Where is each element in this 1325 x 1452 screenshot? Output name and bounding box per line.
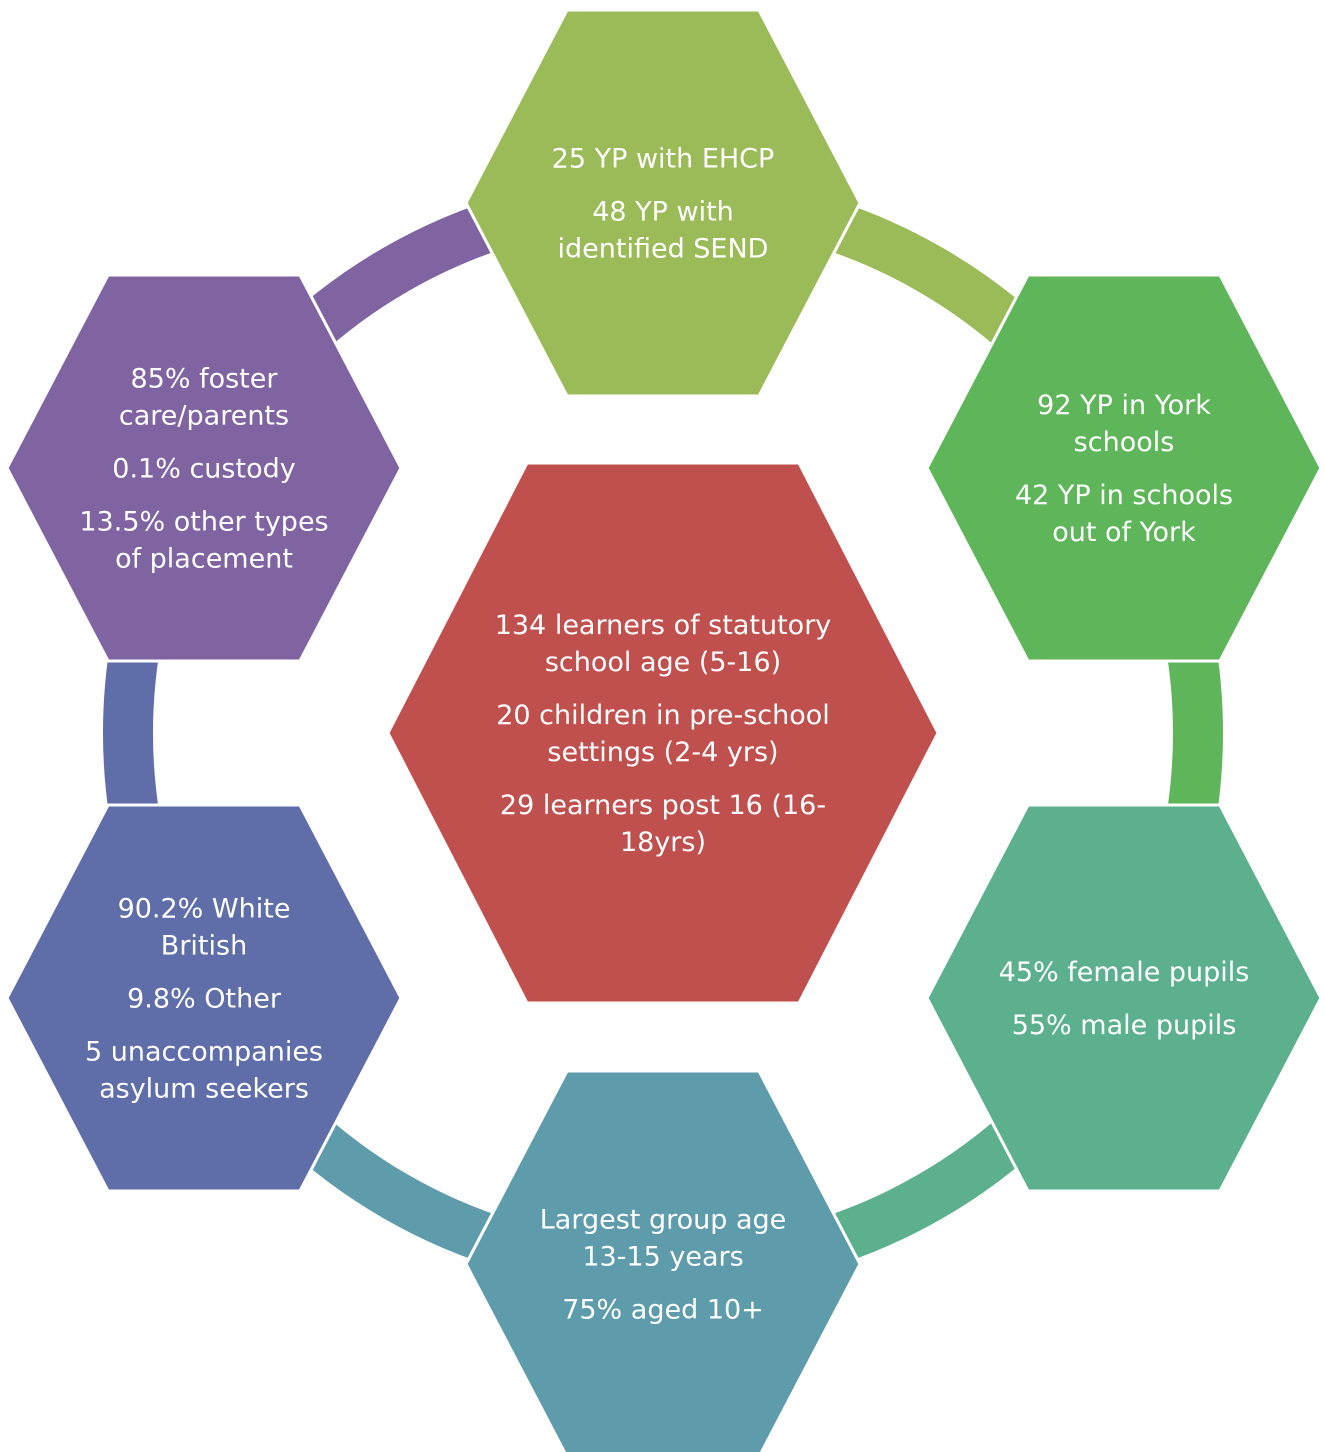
hex-center-shape [386, 461, 940, 1005]
hex-send-shape [464, 8, 862, 398]
hex-gender-shape [925, 803, 1323, 1193]
hex-placement: 85% foster care/parents 0.1% custody 13.5% … [5, 273, 403, 663]
hexagon-nodes: 25 YP with EHCP 48 YP with identified SEND… [5, 8, 1323, 1452]
hex-placement-text: of placement [115, 543, 293, 574]
hex-center-text: settings (2-4 yrs) [547, 737, 778, 768]
hex-age-text: Largest group age [540, 1204, 787, 1235]
hex-schools-shape [925, 273, 1323, 663]
hex-schools-text: 42 YP in schools [1015, 480, 1233, 511]
hex-schools-text: out of York [1052, 517, 1196, 548]
hex-ethnicity: 90.2% White British 9.8% Other 5 unaccompan… [5, 803, 403, 1193]
hex-age-text: 75% aged 10+ [562, 1294, 764, 1325]
hex-ethnicity-text: British [161, 930, 247, 961]
hex-center-text: 18yrs) [620, 827, 706, 858]
hex-send-text: 25 YP with EHCP [552, 143, 775, 174]
hex-placement-text: 13.5% other types [79, 506, 328, 537]
hex-ethnicity-text: 9.8% Other [127, 983, 282, 1014]
hex-gender: 45% female pupils 55% male pupils [925, 803, 1323, 1193]
hex-ethnicity-shape [5, 803, 403, 1193]
hex-gender-text: 45% female pupils [999, 957, 1250, 988]
hex-age-text: 13-15 years [582, 1241, 743, 1272]
hex-gender-text: 55% male pupils [1012, 1010, 1237, 1041]
hex-placement-text: 85% foster [131, 363, 279, 394]
hex-send-text: identified SEND [558, 233, 769, 264]
hex-placement-shape [5, 273, 403, 663]
hex-ethnicity-text: asylum seekers [99, 1073, 309, 1104]
hex-center: 134 learners of statutory school age (5-1… [386, 461, 940, 1005]
hex-schools-text: schools [1074, 427, 1175, 458]
hex-center-text: 20 children in pre-school [496, 700, 830, 731]
hex-ethnicity-text: 90.2% White [118, 893, 291, 924]
hex-placement-text: 0.1% custody [112, 453, 295, 484]
hex-schools: 92 YP in York schools 42 YP in schools out … [925, 273, 1323, 663]
hex-send-text: 48 YP with [592, 196, 734, 227]
hex-center-text: 134 learners of statutory [495, 610, 832, 641]
hex-age-shape [464, 1069, 862, 1452]
hex-center-text: 29 learners post 16 (16- [500, 790, 826, 821]
hex-center-text: school age (5-16) [545, 647, 781, 678]
hex-ethnicity-text: 5 unaccompanies [85, 1036, 323, 1067]
hex-age: Largest group age 13-15 years 75% aged 10+ [464, 1069, 862, 1452]
hex-send: 25 YP with EHCP 48 YP with identified SEND [464, 8, 862, 398]
hex-placement-text: care/parents [119, 400, 289, 431]
hex-schools-text: 92 YP in York [1037, 390, 1211, 421]
